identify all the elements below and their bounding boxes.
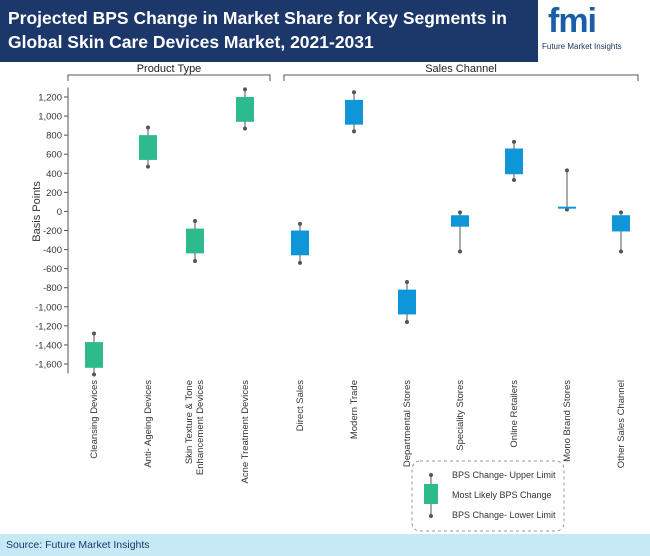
y-tick-label: 400 — [46, 169, 62, 180]
category-label-line: Skin Texture & Tone — [184, 380, 195, 464]
y-tick-label: 1,000 — [38, 112, 62, 123]
upper-limit-point — [512, 139, 516, 144]
category-label: Departmental Stores — [402, 380, 413, 467]
group-bracket — [67, 74, 271, 81]
lower-limit-point — [458, 249, 462, 254]
y-tick-label: 800 — [46, 131, 62, 142]
upper-limit-point — [352, 90, 356, 95]
group-bracket — [283, 74, 639, 81]
logo-mark: fmi — [548, 2, 597, 40]
likely-change-box — [291, 230, 309, 256]
legend-upper-point — [429, 473, 433, 477]
category-label: Cleansing Devices — [89, 380, 100, 459]
upper-limit-point — [243, 87, 247, 92]
likely-change-box — [85, 342, 103, 368]
category-label: Anti- Ageing Devices — [143, 380, 154, 468]
lower-limit-point — [512, 177, 516, 182]
upper-limit-point — [619, 210, 623, 215]
likely-change-box — [612, 215, 630, 232]
y-tick-label: -800 — [43, 283, 62, 294]
legend-label: BPS Change- Lower Limit — [452, 510, 556, 520]
y-tick-label: -600 — [43, 264, 62, 275]
chart-area: 1,200 1,000 800 600 400 200 0 -200 -400 -600 -800 -… — [31, 63, 639, 532]
category-label: Modern Trade — [349, 380, 360, 439]
y-tick-label: -1,600 — [35, 360, 62, 371]
likely-change-box — [558, 206, 576, 209]
likely-change-box — [139, 135, 157, 160]
lower-limit-point — [298, 260, 302, 265]
category-label-line: Enhancement Devices — [195, 380, 206, 475]
category-label: Mono Brand Stores — [562, 380, 573, 462]
upper-limit-point — [193, 218, 197, 223]
upper-limit-point — [146, 125, 150, 130]
logo-text: Future Market Insights — [542, 42, 622, 51]
y-tick-label: 1,200 — [38, 93, 62, 104]
lower-limit-point — [619, 249, 623, 254]
legend-lower-point — [429, 514, 433, 518]
upper-limit-point — [92, 331, 96, 336]
chart-title: Projected BPS Change in Market Share for… — [8, 8, 507, 52]
y-tick-label: -200 — [43, 226, 62, 237]
category-label: Skin Texture & ToneEnhancement Devices — [184, 380, 206, 475]
legend-label: Most Likely BPS Change — [452, 490, 552, 500]
lower-limit-point — [405, 320, 409, 325]
upper-limit-point — [405, 279, 409, 284]
legend-box — [411, 460, 565, 532]
category-label: Direct Sales — [295, 380, 306, 431]
y-tick-label: -1,400 — [35, 340, 62, 351]
likely-change-box — [451, 215, 469, 227]
likely-change-box — [505, 148, 523, 175]
category-label: Speciality Stores — [455, 380, 466, 451]
likely-change-box — [186, 228, 204, 254]
legend-box-swatch — [424, 484, 438, 504]
source-note: Source: Future Market Insights — [6, 539, 150, 551]
legend-label: BPS Change- Upper Limit — [452, 470, 556, 480]
y-axis-title: Basis Points — [31, 181, 43, 242]
group-label: Product Type — [137, 63, 202, 75]
likely-change-box — [345, 99, 363, 125]
upper-limit-point — [458, 210, 462, 215]
header-bar: Projected BPS Change in Market Share for… — [0, 0, 650, 62]
lower-limit-point — [146, 164, 150, 169]
category-label: Online Retailers — [509, 380, 520, 448]
footer-bar: Source: Future Market Insights — [0, 534, 650, 556]
lower-limit-point — [352, 129, 356, 134]
fmi-logo: fmi Future Market Insights — [538, 0, 650, 62]
category-label: Other Sales Channel — [616, 380, 627, 468]
upper-limit-point — [298, 221, 302, 226]
lower-limit-point — [243, 126, 247, 131]
lower-limit-point — [92, 372, 96, 377]
upper-limit-point — [565, 168, 569, 173]
likely-change-box — [398, 289, 416, 315]
y-tick-label: 200 — [46, 188, 62, 199]
y-tick-label: 600 — [46, 150, 62, 161]
category-label: Acne Treatment Devices — [240, 380, 251, 484]
group-label: Sales Channel — [425, 63, 497, 75]
y-tick-label: 0 — [57, 207, 62, 218]
y-tick-label: -1,200 — [35, 321, 62, 332]
likely-change-box — [236, 97, 254, 122]
y-tick-label: -1,000 — [35, 302, 62, 313]
y-tick-label: -400 — [43, 245, 62, 256]
lower-limit-point — [193, 259, 197, 264]
